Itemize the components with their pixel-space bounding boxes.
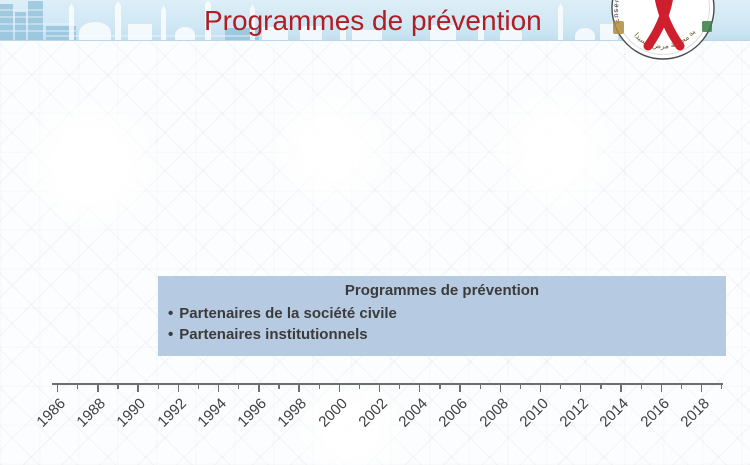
axis-tick — [399, 384, 401, 389]
axis-tick — [238, 384, 240, 389]
bullet-icon: • — [168, 326, 174, 343]
axis-tick — [97, 384, 99, 392]
axis-tick — [378, 384, 381, 392]
bullet-item: • Partenaires institutionnels — [168, 326, 368, 343]
axis-tick — [580, 384, 582, 392]
axis-tick — [680, 384, 683, 389]
bullet-list: • Partenaires de la société civile • Parte… — [168, 303, 716, 345]
axis-tick — [278, 384, 280, 389]
axis-line — [52, 383, 723, 385]
aids-ribbon-icon — [643, 0, 685, 51]
timeline-axis: 1986 1988 1990 1992 1994 1996 1998 2000 2002 2004… — [33, 383, 723, 453]
axis-tick — [419, 384, 421, 392]
axis-tick — [117, 384, 119, 389]
axis-tick — [77, 384, 79, 389]
right-green-emblem-icon — [702, 21, 712, 32]
axis-tick — [318, 384, 320, 389]
axis-tick — [338, 384, 340, 392]
axis-tick — [217, 384, 220, 392]
axis-tick — [519, 384, 522, 389]
axis-tick — [137, 384, 139, 392]
axis-tick — [57, 384, 59, 392]
association-logo: Ensemble nous vaincrons le SIDA جمعية مح… — [610, 0, 715, 60]
axis-tick — [479, 384, 481, 389]
axis-tick — [157, 384, 159, 389]
axis-tick — [640, 384, 642, 389]
axis-tick — [600, 384, 602, 389]
axis-tick — [298, 384, 300, 392]
axis-tick — [660, 384, 662, 392]
left-crest-emblem-icon — [613, 21, 624, 34]
axis-tick — [700, 384, 703, 392]
page-title: Programmes de prévention — [204, 5, 542, 36]
axis-tick — [721, 384, 723, 389]
bullet-icon: • — [168, 305, 174, 322]
axis-tick — [560, 384, 562, 389]
axis-tick — [499, 384, 501, 392]
axis-tick — [459, 384, 461, 392]
axis-tick — [620, 384, 622, 392]
axis-tick — [439, 384, 441, 389]
prevention-programs-box: Programmes de prévention • Partenaires de… — [158, 276, 726, 356]
axis-tick — [258, 384, 260, 392]
axis-tick — [177, 384, 180, 392]
axis-tick — [197, 384, 200, 389]
bullet-item: • Partenaires de la société civile — [168, 305, 397, 322]
axis-tick — [358, 384, 361, 389]
axis-tick — [539, 384, 542, 392]
city-skyline-graphic — [0, 1, 618, 40]
box-title: Programmes de prévention — [344, 282, 540, 299]
